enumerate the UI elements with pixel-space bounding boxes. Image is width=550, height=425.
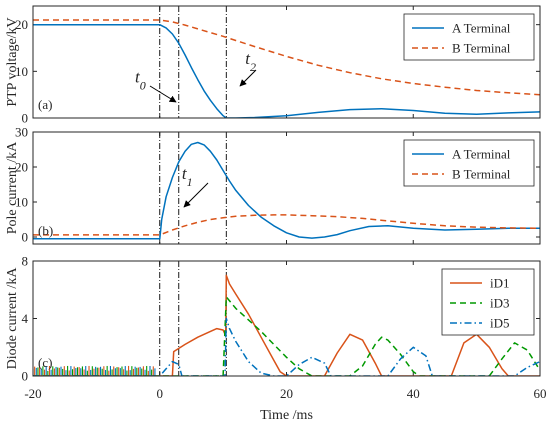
legend-entry: B Terminal (452, 41, 511, 56)
arrow-t1 (183, 182, 209, 208)
y-tick-label: 0 (22, 369, 29, 384)
legend-entry: iD5 (490, 316, 510, 331)
series-line-id1 (33, 274, 540, 376)
plot-frame (32, 131, 541, 245)
legend-box (403, 13, 535, 61)
y-tick-label: 0 (22, 111, 29, 126)
legend: A Terminal B Terminal (403, 13, 535, 61)
y-tick-label: 20 (15, 17, 28, 32)
y-axis-label: Diode current /kA (5, 267, 20, 370)
annotation-base: t (245, 49, 251, 68)
pre-fault-spikes (33, 365, 156, 376)
plot-frame (32, 5, 541, 119)
annotation-arrows (149, 69, 257, 208)
series-line-b-terminal (33, 214, 540, 236)
plot-frame (32, 260, 541, 377)
x-tick-label: 20 (280, 386, 293, 401)
y-tick-label: 8 (22, 254, 29, 269)
legend-entry: A Terminal (452, 21, 511, 36)
legend: A Terminal B Terminal (403, 139, 535, 187)
legend-box (441, 268, 535, 336)
y-tick-label: 4 (22, 311, 29, 326)
series-line-id3 (33, 296, 540, 376)
panel-c: 0 4 8 (c) Diode current /kA iD1 iD3 iD5 (5, 254, 541, 384)
y-tick-label: 20 (15, 160, 28, 175)
x-tick-label: 40 (407, 386, 420, 401)
arrow-t2 (239, 69, 257, 87)
annotation-label: t2 (245, 49, 256, 74)
legend-entry: iD3 (490, 296, 510, 311)
annotation-subscript: 2 (250, 60, 256, 74)
arrow-t0 (149, 85, 177, 103)
panel-label: (a) (38, 97, 52, 112)
legend-entry: iD1 (490, 276, 510, 291)
series-line-a-terminal (33, 23, 540, 118)
annotation-base: t (182, 164, 188, 183)
y-axis-label: PTP voltage/kV (5, 17, 20, 106)
series-line-a-terminal (33, 141, 540, 240)
y-tick-label: 10 (15, 64, 28, 79)
x-axis-label: Time /ms (260, 408, 313, 423)
panel-label: (c) (38, 355, 52, 370)
y-tick-label: 30 (15, 125, 28, 140)
annotation-label: t1 (182, 164, 193, 189)
x-tick-label: 60 (534, 386, 547, 401)
panel-label: (b) (38, 223, 53, 238)
x-tick-label: -20 (24, 386, 41, 401)
annotation-base: t (135, 68, 141, 87)
annotation-label: t0 (135, 68, 146, 93)
series-line-b-terminal (33, 19, 540, 96)
x-tick-label: 0 (157, 386, 164, 401)
y-tick-label: 10 (15, 195, 28, 210)
y-axis-label: Pole current /kA (5, 141, 20, 234)
panel-b: 0 10 20 30 (b) Pole current /kA A Terminal B Te… (5, 125, 541, 245)
y-tick-label: 0 (22, 230, 29, 245)
legend: iD1 iD3 iD5 (441, 268, 535, 336)
legend-box (403, 139, 535, 187)
annotation-subscript: 0 (140, 79, 146, 93)
legend-entry: B Terminal (452, 167, 511, 182)
legend-entry: A Terminal (452, 147, 511, 162)
annotation-subscript: 1 (187, 175, 193, 189)
